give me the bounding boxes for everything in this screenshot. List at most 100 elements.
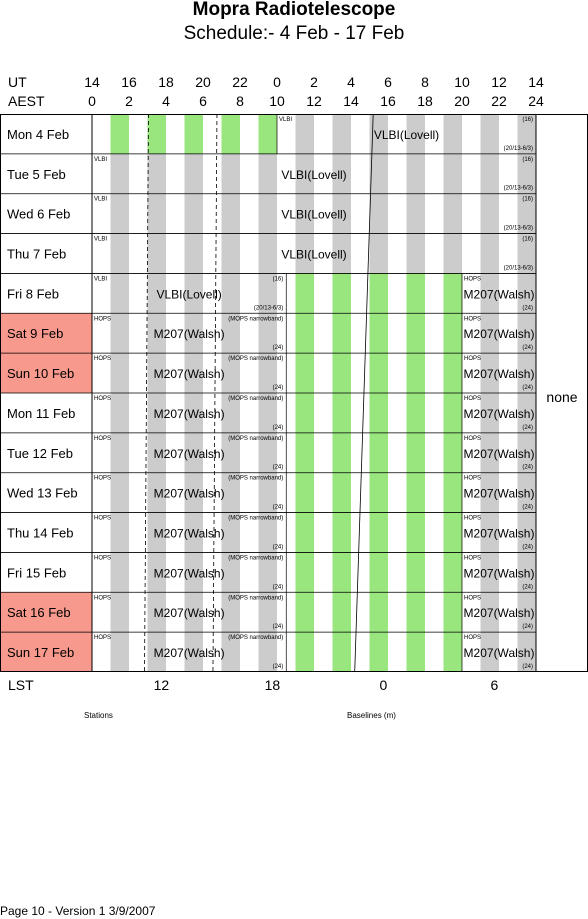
lst-stripe	[184, 273, 203, 314]
lst-stripe	[406, 632, 425, 672]
lst-stripe	[369, 432, 388, 473]
day-label: Sun 17 Feb	[7, 645, 74, 660]
ut-tick: 12	[491, 74, 507, 90]
lst-stripe	[147, 353, 166, 393]
block-label: M207(Walsh)	[464, 646, 535, 660]
block-tag: (24)	[273, 385, 284, 391]
lst-stripe	[110, 153, 129, 194]
lst-stripe	[147, 153, 166, 194]
lst-stripe	[443, 114, 462, 154]
ut-tick: 8	[421, 74, 429, 90]
lst-stripe	[406, 353, 425, 393]
block-tag: HOPS	[464, 356, 481, 362]
day-label: Sat 16 Feb	[7, 605, 71, 620]
lst-stripe	[184, 353, 203, 393]
page-title: Mopra Radiotelescope	[192, 0, 396, 20]
lst-stripe	[443, 432, 462, 473]
ut-tick: 6	[384, 74, 392, 90]
lst-stripe	[258, 233, 277, 274]
lst-stripe	[110, 193, 129, 234]
weekend-cell	[0, 353, 92, 393]
block-label: M207(Walsh)	[464, 447, 535, 461]
block-label: M207(Walsh)	[154, 487, 225, 501]
lst-stripe	[295, 273, 314, 314]
lst-stripe	[369, 392, 388, 433]
block-tag: HOPS	[94, 516, 111, 522]
lst-stripe	[184, 432, 203, 473]
lst-label: LST	[8, 677, 34, 693]
block-tag: HOPS	[464, 516, 481, 522]
lst-stripe	[184, 592, 203, 633]
lst-stripe	[110, 552, 129, 593]
aest-tick: 0	[88, 93, 96, 109]
lst-stripe	[110, 592, 129, 633]
lst-stripe	[480, 472, 499, 513]
lst-stripe	[480, 153, 499, 194]
lst-stripe	[147, 432, 166, 473]
lst-tick: 12	[153, 677, 170, 693]
lst-stripe	[406, 552, 425, 593]
weekend-cell	[0, 313, 92, 354]
lst-stripe	[221, 313, 240, 354]
ut-tick: 2	[310, 74, 318, 90]
block-tag: (20/13-6/3)	[504, 146, 533, 152]
lst-stripe	[369, 313, 388, 354]
block-tag: (24)	[522, 584, 533, 590]
lst-stripe	[332, 193, 351, 234]
lst-stripe	[110, 512, 129, 553]
lst-stripe	[443, 512, 462, 553]
block-label: VLBI(Lovell)	[281, 168, 346, 182]
lst-stripe	[221, 632, 240, 672]
lst-stripe	[332, 233, 351, 274]
block-tag: (MOPS narrowband)	[228, 516, 283, 522]
block-tag: VLBI	[94, 157, 107, 163]
block-tag: HOPS	[464, 595, 481, 601]
lst-stripe	[332, 392, 351, 433]
lst-stripe	[369, 472, 388, 513]
lst-stripe	[184, 313, 203, 354]
lst-stripe	[258, 632, 277, 672]
block-tag: HOPS	[94, 356, 111, 362]
ut-tick: 10	[454, 74, 470, 90]
block-tag: (16)	[522, 157, 533, 163]
lst-stripe	[406, 114, 425, 154]
block-tag: (24)	[522, 664, 533, 670]
baselines-label: Baselines (m)	[347, 711, 396, 720]
lst-stripe	[221, 512, 240, 553]
page-subtitle: Schedule:- 4 Feb - 17 Feb	[183, 23, 405, 44]
block-tag: (MOPS narrowband)	[228, 356, 283, 362]
lst-stripe	[517, 273, 536, 314]
lst-stripe	[406, 153, 425, 194]
block-label: M207(Walsh)	[464, 287, 535, 301]
lst-stripe	[110, 114, 129, 154]
block-tag: VLBI	[94, 197, 107, 203]
lst-stripe	[443, 552, 462, 593]
lst-stripe	[480, 313, 499, 354]
lst-stripe	[332, 353, 351, 393]
lst-stripe	[295, 153, 314, 194]
lst-stripe	[147, 313, 166, 354]
lst-stripe	[110, 392, 129, 433]
weekend-cell	[0, 632, 92, 672]
block-tag: (24)	[522, 624, 533, 630]
block-tag: HOPS	[464, 436, 481, 442]
lst-stripe	[184, 632, 203, 672]
lst-stripe	[147, 273, 166, 314]
block-tag: (20/13-6/3)	[504, 226, 533, 232]
lst-stripe	[295, 392, 314, 433]
block-tag: (20/13-6/3)	[254, 305, 283, 311]
block-tag: (24)	[522, 425, 533, 431]
ut-tick: 18	[158, 74, 174, 90]
aest-tick: 22	[491, 93, 507, 109]
aest-tick: 4	[162, 93, 170, 109]
lst-stripe	[332, 472, 351, 513]
lst-stripe	[147, 114, 166, 154]
lst-stripe	[406, 313, 425, 354]
lst-stripe	[295, 552, 314, 593]
lst-stripe	[258, 392, 277, 433]
ut-tick: 14	[528, 74, 544, 90]
lst-stripe	[184, 472, 203, 513]
lst-stripe	[443, 632, 462, 672]
block-tag: (24)	[522, 345, 533, 351]
aest-tick: 10	[269, 93, 285, 109]
